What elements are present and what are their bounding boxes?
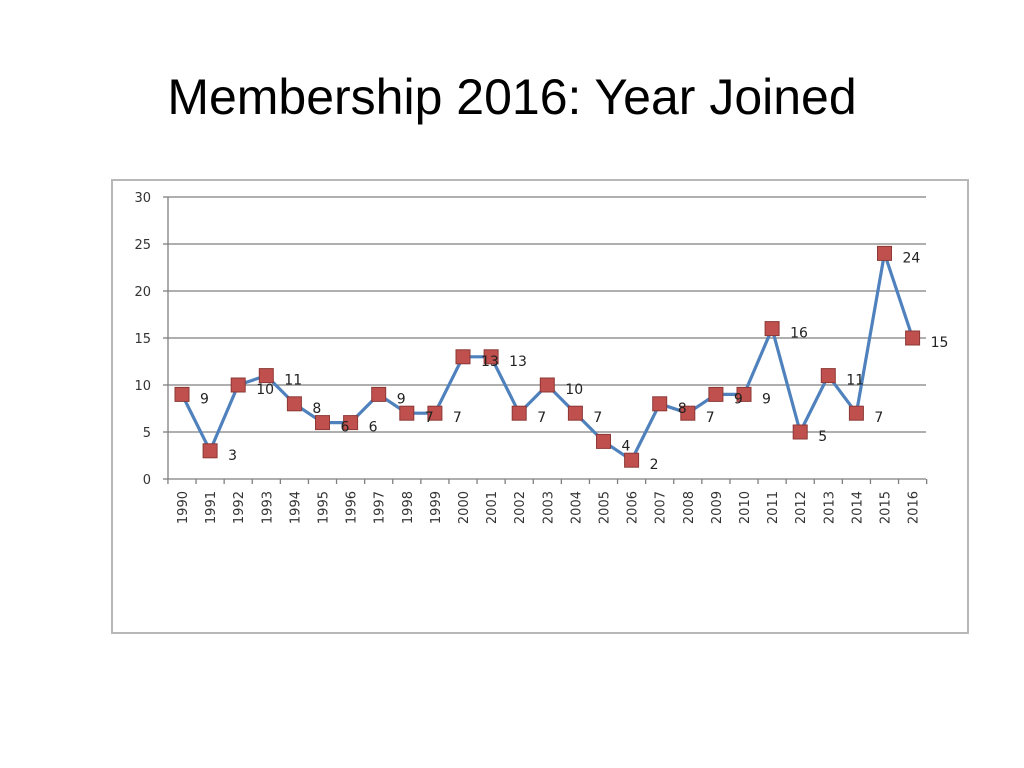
- data-point-marker: [539, 377, 555, 393]
- data-label: 5: [818, 429, 827, 445]
- x-tick-label: 1993: [260, 491, 275, 524]
- data-point-marker: [202, 443, 218, 459]
- data-point-marker: [286, 396, 302, 412]
- x-tick-label: 2005: [598, 491, 613, 524]
- data-point-marker: [567, 405, 583, 421]
- x-tick-label: 2007: [654, 491, 669, 524]
- data-label: 7: [706, 410, 715, 426]
- data-label: 11: [284, 373, 302, 389]
- y-tick-label: 15: [134, 332, 151, 347]
- y-tick-label: 5: [143, 426, 151, 441]
- data-point-marker: [848, 405, 864, 421]
- data-label: 15: [931, 335, 949, 351]
- x-tick-label: 2008: [682, 491, 697, 524]
- data-label: 9: [397, 391, 406, 407]
- data-label: 10: [565, 382, 583, 398]
- data-label: 4: [622, 438, 631, 454]
- data-label: 8: [312, 401, 321, 417]
- x-tick-label: 2014: [850, 491, 865, 524]
- data-label: 9: [734, 391, 743, 407]
- data-point-marker: [877, 245, 892, 261]
- data-point-marker: [258, 368, 274, 384]
- x-tick-label: 1992: [232, 491, 247, 524]
- data-label: 6: [369, 420, 378, 436]
- data-point-marker: [792, 424, 808, 440]
- x-tick-label: 2006: [626, 491, 641, 524]
- data-label: 7: [453, 410, 462, 426]
- x-tick-label: 2010: [738, 491, 753, 524]
- y-tick-label: 25: [134, 238, 151, 253]
- slide-title: Membership 2016: Year Joined: [167, 69, 857, 125]
- grid-lines: [168, 196, 926, 433]
- data-point-marker: [371, 386, 387, 402]
- data-point-marker: [315, 415, 330, 431]
- x-tick-label: 1995: [317, 491, 332, 524]
- data-point-marker: [764, 321, 780, 337]
- x-tick-label: 2011: [766, 491, 781, 524]
- data-point-marker: [624, 452, 640, 468]
- x-tick-label: 2016: [907, 491, 922, 524]
- x-tick-label: 1996: [345, 491, 360, 524]
- x-tick-label: 2000: [457, 491, 472, 524]
- data-point-marker: [483, 349, 499, 365]
- data-labels: 9 3 10 11 8 6 6 9 7 7 13 13 7 10 7 4 2 8 7 9 9 16 5 11 7 24 15: [200, 250, 948, 473]
- data-label: 24: [903, 250, 921, 266]
- y-tick-label: 10: [134, 379, 151, 394]
- data-label: 9: [762, 391, 771, 407]
- data-point-marker: [343, 415, 359, 431]
- data-label: 6: [341, 420, 350, 436]
- y-tick-label: 0: [143, 473, 151, 488]
- y-axis-tick-labels: 0 5 10 15 20 25 30: [134, 191, 151, 488]
- x-tick-label: 1990: [176, 491, 191, 524]
- data-label: 7: [537, 410, 546, 426]
- x-tick-label: 2002: [513, 491, 528, 524]
- data-point-marker: [511, 405, 527, 421]
- x-tick-label: 1991: [204, 491, 219, 524]
- data-label: 9: [200, 391, 209, 407]
- data-label: 11: [846, 373, 864, 389]
- data-point-marker: [596, 433, 611, 449]
- data-label: 13: [509, 354, 527, 370]
- x-tick-label: 2009: [710, 491, 725, 524]
- x-tick-label: 2001: [485, 491, 500, 524]
- data-point-marker: [427, 405, 443, 421]
- y-tick-label: 30: [134, 191, 151, 206]
- data-label: 13: [481, 354, 499, 370]
- data-label: 3: [228, 448, 237, 464]
- data-label: 8: [678, 401, 687, 417]
- data-point-marker: [652, 396, 668, 412]
- data-label: 7: [593, 410, 602, 426]
- chart-frame: 0 5 10 15 20 25 30 1990 1991 1992 1993 1994 1995 199…: [111, 179, 969, 634]
- data-label: 16: [790, 326, 808, 342]
- y-tick-label: 20: [134, 285, 151, 300]
- x-tick-label: 1999: [429, 491, 444, 524]
- data-point-marker: [708, 386, 724, 402]
- data-point-marker: [174, 386, 190, 402]
- data-point-marker: [230, 377, 246, 393]
- series-markers: [174, 245, 921, 468]
- x-tick-label: 1994: [288, 491, 303, 524]
- data-label: 7: [425, 410, 434, 426]
- x-tick-label: 1997: [373, 491, 388, 524]
- axes: [163, 196, 928, 484]
- data-point-marker: [399, 405, 415, 421]
- data-point-marker: [455, 349, 471, 365]
- data-label: 7: [874, 410, 883, 426]
- data-point-marker: [680, 405, 696, 421]
- x-tick-label: 2004: [569, 491, 584, 524]
- data-point-marker: [736, 386, 752, 402]
- data-point-marker: [820, 368, 836, 384]
- x-tick-label: 2013: [822, 491, 837, 524]
- x-tick-label: 2012: [794, 491, 809, 524]
- data-label: 2: [650, 457, 659, 473]
- x-tick-label: 2003: [541, 491, 556, 524]
- data-point-marker: [905, 330, 921, 346]
- x-tick-label: 2015: [879, 491, 894, 524]
- x-axis-tick-labels: 1990 1991 1992 1993 1994 1995 1996 1997 1998 1999…: [176, 491, 922, 524]
- data-label: 10: [256, 382, 274, 398]
- x-tick-label: 1998: [401, 491, 416, 524]
